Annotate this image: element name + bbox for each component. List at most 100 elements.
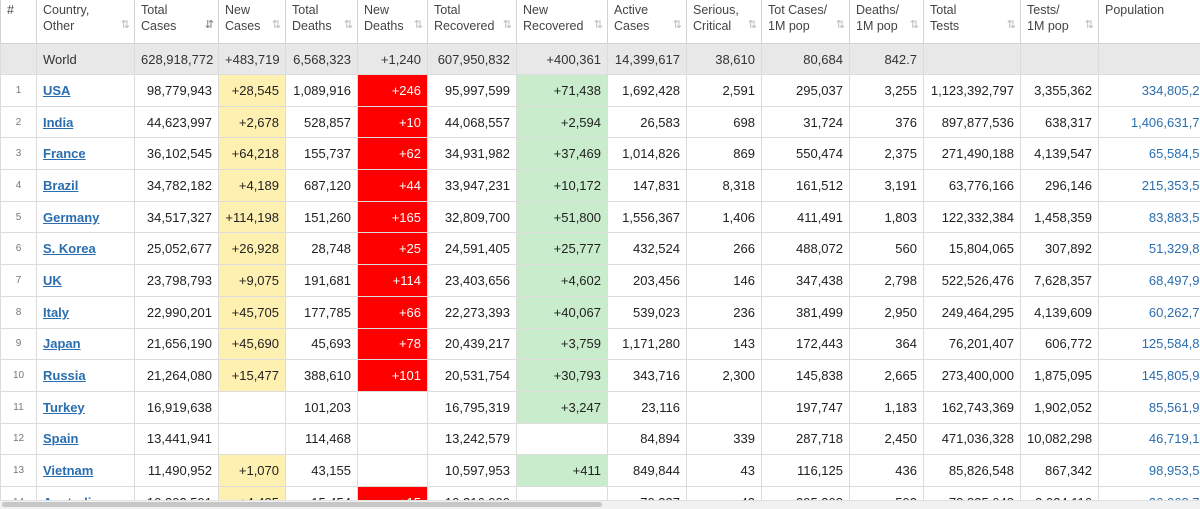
cell-new-deaths: +114: [358, 265, 428, 297]
column-header-active-cases[interactable]: Active Cases⇅: [608, 0, 687, 44]
cell-total-recovered: 24,591,405: [428, 233, 517, 265]
sort-icon[interactable]: ⇅: [673, 17, 680, 33]
column-header-serious[interactable]: Serious, Critical⇅: [687, 0, 762, 44]
cell-total-cases: 13,441,941: [135, 423, 219, 455]
cell-total-cases: 98,779,943: [135, 75, 219, 107]
sort-icon[interactable]: ⇅: [1007, 17, 1014, 33]
cell-total-deaths: 687,120: [286, 170, 358, 202]
table-row: 14Australia10,302,591+4,48515,454+1510,2…: [1, 486, 1200, 500]
sort-icon[interactable]: ⇅: [503, 17, 510, 33]
column-header-new-recovered[interactable]: New Recovered⇅: [517, 0, 608, 44]
cell-deaths-per-m: 2,798: [850, 265, 924, 297]
sort-icon[interactable]: ⇅: [121, 17, 128, 33]
cell-serious: 8,318: [687, 170, 762, 202]
cell-deaths-per-m: 3,255: [850, 75, 924, 107]
column-header-new-deaths[interactable]: New Deaths⇅: [358, 0, 428, 44]
column-header-new-cases[interactable]: New Cases⇅: [219, 0, 286, 44]
sort-icon[interactable]: ⇅: [414, 17, 421, 33]
column-header-country[interactable]: Country, Other⇅: [37, 0, 135, 44]
cell-serious: 266: [687, 233, 762, 265]
cell-deaths-per-m: 376: [850, 106, 924, 138]
country-link[interactable]: Japan: [43, 336, 81, 351]
country-link[interactable]: Germany: [43, 210, 99, 225]
scrollbar-thumb[interactable]: [2, 502, 602, 507]
column-header-cases-per-m[interactable]: Tot Cases/ 1M pop⇅: [762, 0, 850, 44]
cell-active-cases: 1,556,367: [608, 201, 687, 233]
cell-country: UK: [37, 265, 135, 297]
cell-country: Turkey: [37, 391, 135, 423]
country-link[interactable]: Spain: [43, 431, 78, 446]
cell-rank: 10: [1, 360, 37, 392]
cell-cases-per-m: 550,474: [762, 138, 850, 170]
cell-serious: 1,406: [687, 201, 762, 233]
country-link[interactable]: Brazil: [43, 178, 78, 193]
cell-new-cases: +15,477: [219, 360, 286, 392]
cell-rank: 11: [1, 391, 37, 423]
cell-serious: 38,610: [687, 44, 762, 75]
column-header-total-deaths[interactable]: Total Deaths⇅: [286, 0, 358, 44]
cell-active-cases: 1,014,826: [608, 138, 687, 170]
cell-cases-per-m: 80,684: [762, 44, 850, 75]
country-link[interactable]: France: [43, 146, 86, 161]
column-header-total-cases[interactable]: Total Cases⇵: [135, 0, 219, 44]
cell-cases-per-m: 287,718: [762, 423, 850, 455]
cell-country: USA: [37, 75, 135, 107]
cell-population: 65,584,518: [1099, 138, 1200, 170]
cell-new-deaths: +66: [358, 296, 428, 328]
sort-icon[interactable]: ⇅: [594, 17, 601, 33]
cell-country: Australia: [37, 486, 135, 500]
cell-tests-per-m: 867,342: [1021, 455, 1099, 487]
cell-total-tests: 162,743,369: [924, 391, 1021, 423]
cell-active-cases: 26,583: [608, 106, 687, 138]
country-link[interactable]: UK: [43, 273, 62, 288]
cell-population: 51,329,899: [1099, 233, 1200, 265]
sort-icon[interactable]: ⇵: [205, 17, 212, 33]
cell-population: 26,068,792: [1099, 486, 1200, 500]
column-header-total-tests[interactable]: Total Tests⇅: [924, 0, 1021, 44]
sort-icon[interactable]: ⇅: [1085, 17, 1092, 33]
country-link[interactable]: Italy: [43, 305, 69, 320]
country-link[interactable]: India: [43, 115, 73, 130]
cell-new-cases: [219, 423, 286, 455]
cell-population: 145,805,947: [1099, 360, 1200, 392]
cell-total-recovered: 44,068,557: [428, 106, 517, 138]
column-header-tests-per-m[interactable]: Tests/ 1M pop⇅: [1021, 0, 1099, 44]
column-header-population[interactable]: Population⇅: [1099, 0, 1200, 44]
cell-population: 46,719,142: [1099, 423, 1200, 455]
country-link[interactable]: S. Korea: [43, 241, 96, 256]
country-link[interactable]: Turkey: [43, 400, 85, 415]
cell-active-cases: 84,894: [608, 423, 687, 455]
country-link[interactable]: Russia: [43, 368, 86, 383]
cell-cases-per-m: 488,072: [762, 233, 850, 265]
cell-rank: 9: [1, 328, 37, 360]
cell-active-cases: 849,844: [608, 455, 687, 487]
cell-population: 1,406,631,776: [1099, 106, 1200, 138]
sort-icon[interactable]: ⇅: [836, 17, 843, 33]
sort-icon[interactable]: ⇅: [344, 17, 351, 33]
cell-new-recovered: +71,438: [517, 75, 608, 107]
cell-tests-per-m: 1,875,095: [1021, 360, 1099, 392]
country-link[interactable]: USA: [43, 83, 70, 98]
column-header-label: #: [7, 2, 30, 18]
cell-serious: 339: [687, 423, 762, 455]
cell-total-recovered: 22,273,393: [428, 296, 517, 328]
cell-deaths-per-m: 560: [850, 233, 924, 265]
cell-country: Russia: [37, 360, 135, 392]
cell-tests-per-m: 296,146: [1021, 170, 1099, 202]
sort-icon[interactable]: ⇅: [748, 17, 755, 33]
cell-cases-per-m: 172,443: [762, 328, 850, 360]
cell-cases-per-m: 347,438: [762, 265, 850, 297]
column-header-label: New Deaths: [364, 2, 421, 34]
sort-icon[interactable]: ⇅: [272, 17, 279, 33]
table-header-row: #Country, Other⇅Total Cases⇵New Cases⇅To…: [1, 0, 1200, 44]
column-header-deaths-per-m[interactable]: Deaths/ 1M pop⇅: [850, 0, 924, 44]
column-header-total-recovered[interactable]: Total Recovered⇅: [428, 0, 517, 44]
cell-serious: 43: [687, 486, 762, 500]
cell-new-cases: +9,075: [219, 265, 286, 297]
sort-icon[interactable]: ⇅: [910, 17, 917, 33]
cell-rank: 12: [1, 423, 37, 455]
country-link[interactable]: Vietnam: [43, 463, 93, 478]
